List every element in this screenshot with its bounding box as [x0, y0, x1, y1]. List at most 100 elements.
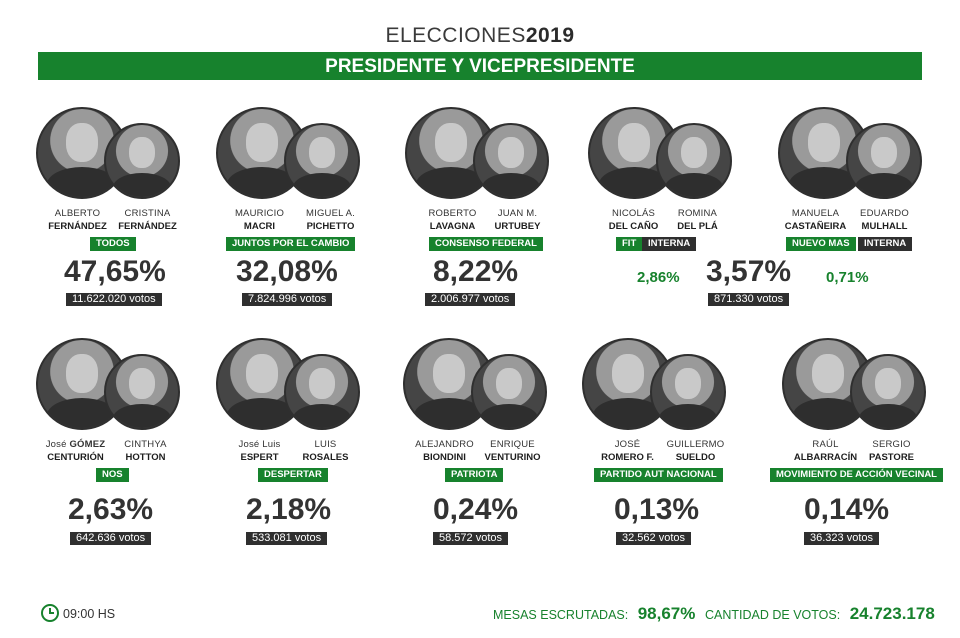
- vote-percent: 0,14%: [804, 493, 890, 526]
- candidate-photos: [405, 107, 595, 207]
- candidate-card-fernandez: ALBERTO FERNÁNDEZ CRISTINA FERNÁNDEZ TODOS…: [30, 107, 220, 317]
- candidate-card-espert: José Luis ESPERT LUIS ROSALES DESPERTAR 2,…: [212, 338, 402, 553]
- running-mate-first-name: ROMINA: [677, 208, 718, 219]
- candidate-names: RAÚL ALBARRACÍN SERGIO PASTORE: [762, 439, 952, 465]
- running-mate-photo: [104, 123, 180, 199]
- candidate-photos: [588, 107, 778, 207]
- candidate-last-name: CASTAÑEIRA: [784, 220, 847, 232]
- candidate-last-name: ROMERO F.: [601, 451, 654, 463]
- candidate-names: JOSÉ ROMERO F. GUILLERMO SUELDO: [578, 439, 768, 465]
- vote-count: 11.622.020 votos: [66, 293, 162, 306]
- vote-percent: 0,13%: [614, 493, 700, 526]
- running-mate-photo: [650, 354, 726, 430]
- internal-tag: INTERNA: [642, 237, 697, 251]
- update-time: 09:00 HS: [63, 607, 116, 621]
- party-tag: NUEVO MAS: [786, 237, 856, 251]
- running-mate-first-name: CINTHYA: [124, 439, 167, 450]
- internal-percent-left: 2,86%: [637, 269, 680, 286]
- category-banner: PRESIDENTE Y VICEPRESIDENTE: [38, 52, 922, 80]
- running-mate-last-name: DEL PLÁ: [677, 220, 718, 232]
- running-mate-first-name: LUIS: [314, 439, 337, 450]
- running-mate-photo: [284, 123, 360, 199]
- running-mate-last-name: URTUBEY: [494, 220, 541, 232]
- party-tag: DESPERTAR: [258, 468, 328, 482]
- running-mate-last-name: PASTORE: [868, 451, 915, 463]
- candidate-card-del-cano: NICOLÁS DEL CAÑO ROMINA DEL PLÁ FIT INTERN…: [580, 107, 791, 317]
- vote-percent: 47,65%: [64, 255, 166, 288]
- candidate-first-name: ROBERTO: [428, 208, 477, 219]
- candidate-first-name: MANUELA: [791, 208, 840, 219]
- candidate-first-name: NICOLÁS: [611, 208, 656, 219]
- candidate-photos: [36, 338, 226, 438]
- candidate-photos: [582, 338, 772, 438]
- vote-count: 58.572 votos: [433, 532, 508, 545]
- candidate-names: MANUELA CASTAÑEIRA EDUARDO MULHALL: [770, 208, 960, 234]
- title-prefix: ELECCIONES: [385, 24, 526, 47]
- candidate-names: ROBERTO LAVAGNA JUAN M. URTUBEY: [395, 208, 585, 234]
- vote-count: 32.562 votos: [616, 532, 691, 545]
- vote-percent: 2,18%: [246, 493, 332, 526]
- candidate-names: ALEJANDRO BIONDINI ENRIQUE VENTURINO: [397, 439, 587, 465]
- candidate-card-lavagna: ROBERTO LAVAGNA JUAN M. URTUBEY CONSENSO F…: [395, 107, 585, 317]
- party-tag: JUNTOS POR EL CAMBIO: [226, 237, 356, 251]
- candidate-last-name: MACRI: [243, 220, 276, 232]
- candidate-first-name: José GÓMEZ: [45, 439, 106, 450]
- candidate-last-name: FERNÁNDEZ: [48, 220, 107, 232]
- vote-count: 2.006.977 votos: [425, 293, 516, 306]
- running-mate-last-name: PICHETTO: [306, 220, 355, 232]
- running-mate-first-name: ENRIQUE: [490, 439, 535, 450]
- vote-percent: 3,57%: [706, 255, 792, 288]
- candidate-photos: [216, 338, 406, 438]
- internal-percent-right: 0,71%: [826, 269, 869, 286]
- candidate-photos: [216, 107, 406, 207]
- vote-count: 7.824.996 votos: [242, 293, 333, 306]
- running-mate-photo: [284, 354, 360, 430]
- running-mate-photo: [850, 354, 926, 430]
- vote-count: 642.636 votos: [70, 532, 152, 545]
- candidate-first-name: RAÚL: [812, 439, 839, 450]
- candidate-card-albarracin: RAÚL ALBARRACÍN SERGIO PASTORE MOVIMIENTO …: [762, 338, 952, 553]
- running-mate-photo: [846, 123, 922, 199]
- candidate-names: ALBERTO FERNÁNDEZ CRISTINA FERNÁNDEZ: [30, 208, 220, 234]
- running-mate-photo: [473, 123, 549, 199]
- mesas-scrutinized: MESAS ESCRUTADAS: 98,67%: [493, 604, 695, 624]
- running-mate-last-name: FERNÁNDEZ: [118, 220, 177, 232]
- candidate-first-name: MAURICIO: [234, 208, 285, 219]
- candidate-last-name: CENTURIÓN: [47, 451, 104, 463]
- running-mate-photo: [656, 123, 732, 199]
- candidate-last-name: ESPERT: [240, 451, 279, 463]
- mesas-label: MESAS ESCRUTADAS:: [493, 608, 629, 622]
- party-tag: PATRIOTA: [445, 468, 504, 482]
- candidate-last-name: LAVAGNA: [429, 220, 476, 232]
- candidate-first-name: ALEJANDRO: [415, 439, 474, 450]
- party-tag: CONSENSO FEDERAL: [429, 237, 543, 251]
- candidate-names: NICOLÁS DEL CAÑO ROMINA DEL PLÁ: [580, 208, 770, 234]
- party-tag: PARTIDO AUT NACIONAL: [594, 468, 723, 482]
- vote-count: 533.081 votos: [246, 532, 328, 545]
- running-mate-first-name: SERGIO: [872, 439, 911, 450]
- vote-percent: 0,24%: [433, 493, 519, 526]
- candidate-photos: [36, 107, 226, 207]
- running-mate-last-name: MULHALL: [861, 220, 908, 232]
- candidate-photos: [778, 107, 960, 207]
- candidate-last-name: DEL CAÑO: [608, 220, 659, 232]
- mesas-value: 98,67%: [637, 604, 696, 623]
- running-mate-last-name: HOTTON: [125, 451, 166, 463]
- candidate-card-macri: MAURICIO MACRI MIGUEL A. PICHETTO JUNTOS P…: [212, 107, 402, 317]
- votes-label: CANTIDAD DE VOTOS:: [705, 608, 841, 622]
- candidate-names: MAURICIO MACRI MIGUEL A. PICHETTO: [212, 208, 402, 234]
- candidate-first-name: ALBERTO: [54, 208, 101, 219]
- votes-value: 24.723.178: [849, 604, 935, 623]
- vote-percent: 32,08%: [236, 255, 338, 288]
- candidate-last-name: ALBARRACÍN: [793, 451, 858, 463]
- candidate-card-biondini: ALEJANDRO BIONDINI ENRIQUE VENTURINO PATRI…: [397, 338, 587, 553]
- title-year: 2019: [525, 24, 575, 47]
- candidate-names: José GÓMEZ CENTURIÓN CINTHYA HOTTON: [30, 439, 220, 465]
- party-tag: FIT: [616, 237, 643, 251]
- running-mate-photo: [104, 354, 180, 430]
- running-mate-first-name: MIGUEL A.: [306, 208, 355, 219]
- total-votes: CANTIDAD DE VOTOS: 24.723.178: [705, 604, 935, 624]
- page-title: ELECCIONES2019: [0, 24, 960, 48]
- internal-tag: INTERNA: [858, 237, 913, 251]
- party-tag: NOS: [96, 468, 129, 482]
